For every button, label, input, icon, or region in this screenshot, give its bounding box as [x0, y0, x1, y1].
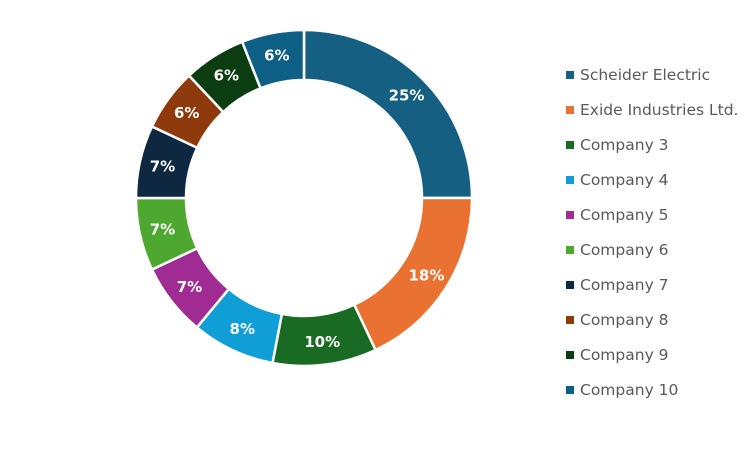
- slice-label-2: 18%: [408, 267, 444, 285]
- legend-swatch-4: [566, 175, 574, 184]
- legend-item-3: Company 3: [566, 127, 738, 162]
- legend-swatch-9: [566, 350, 574, 359]
- legend-swatch-3: [566, 140, 574, 149]
- donut-slice-10: [240, 28, 306, 90]
- legend-item-6: Company 6: [566, 232, 738, 267]
- legend-swatch-8: [566, 315, 574, 324]
- legend-label-7: Company 7: [580, 275, 669, 294]
- slice-label-6: 7%: [150, 221, 175, 239]
- slice-label-7: 7%: [150, 157, 175, 175]
- legend-item-7: Company 7: [566, 267, 738, 302]
- legend-swatch-6: [566, 245, 574, 254]
- legend-label-4: Company 4: [580, 170, 669, 189]
- legend-item-8: Company 8: [566, 302, 738, 337]
- legend-label-9: Company 9: [580, 345, 669, 364]
- slice-label-4: 8%: [230, 320, 255, 338]
- slice-labels-group: 25% 18% 10% 8% 7% 7% 7% 6% 6% 6%: [150, 47, 445, 351]
- slice-label-5: 7%: [177, 278, 202, 296]
- legend-item-2: Exide Industries Ltd.: [566, 92, 738, 127]
- legend-item-10: Company 10: [566, 372, 738, 407]
- legend-label-6: Company 6: [580, 240, 669, 259]
- slice-label-10: 6%: [264, 47, 289, 65]
- legend-label-8: Company 8: [580, 310, 669, 329]
- slices-group: [134, 28, 474, 368]
- legend-label-3: Company 3: [580, 135, 669, 154]
- legend-swatch-1: [566, 70, 574, 79]
- slice-label-1: 25%: [389, 86, 425, 104]
- legend-item-5: Company 5: [566, 197, 738, 232]
- donut-slice-1: [302, 28, 474, 200]
- legend-item-1: Scheider Electric: [566, 57, 738, 92]
- legend-label-2: Exide Industries Ltd.: [580, 100, 739, 119]
- legend-swatch-10: [566, 385, 574, 394]
- legend-label-1: Scheider Electric: [580, 65, 711, 84]
- legend: Scheider Electric Exide Industries Ltd. Co…: [566, 57, 738, 407]
- legend-label-5: Company 5: [580, 205, 669, 224]
- slice-label-8: 6%: [174, 104, 199, 122]
- slice-label-9: 6%: [214, 67, 239, 85]
- legend-item-4: Company 4: [566, 162, 738, 197]
- legend-item-9: Company 9: [566, 337, 738, 372]
- legend-swatch-2: [566, 105, 574, 114]
- legend-swatch-5: [566, 210, 574, 219]
- legend-label-10: Company 10: [580, 380, 679, 399]
- legend-swatch-7: [566, 280, 574, 289]
- slice-label-3: 10%: [304, 333, 340, 351]
